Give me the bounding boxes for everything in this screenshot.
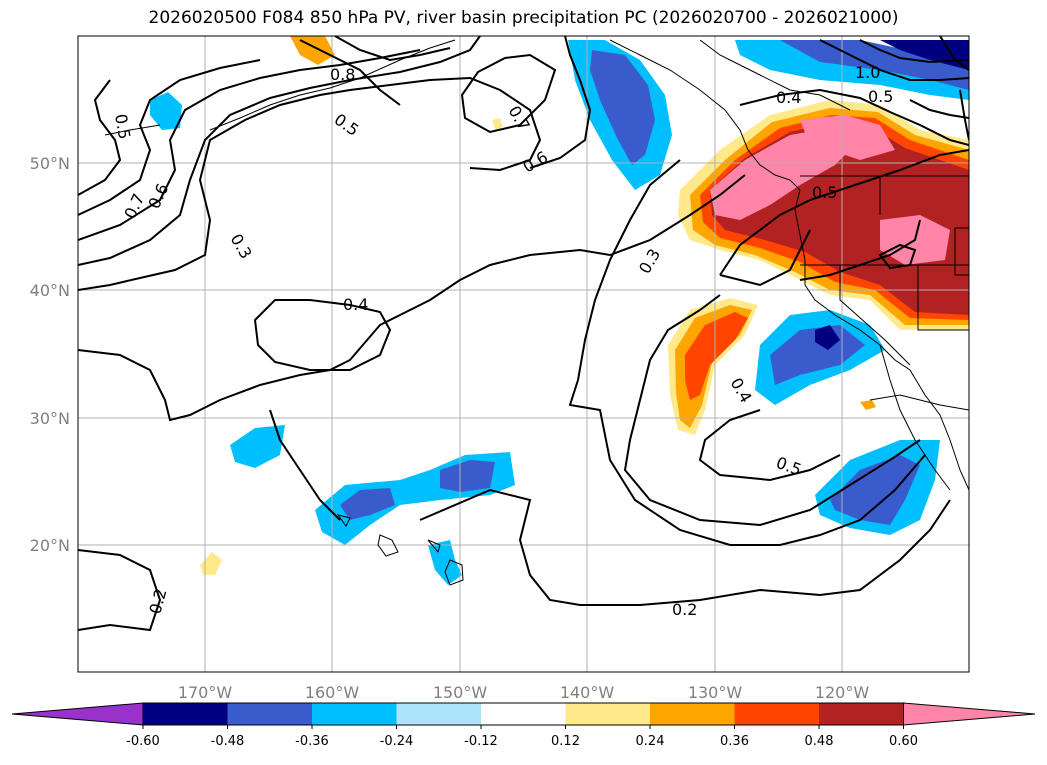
- graticule: [78, 36, 969, 672]
- colorbar: -0.60 -0.48 -0.36 -0.24 -0.12 0.12 0.24 0.36 0.4…: [11, 702, 1036, 749]
- contour-label: 1.0: [855, 63, 880, 82]
- colorbar-segment: [481, 703, 566, 725]
- colorbar-segment: [734, 703, 819, 725]
- contour-label: 0.5: [812, 183, 837, 202]
- colorbar-segment: [650, 703, 735, 725]
- longitude-labels: 170°W 160°W 150°W 140°W 130°W 120°W: [178, 683, 870, 702]
- map-title: 2026020500 F084 850 hPa PV, river basin …: [148, 8, 899, 28]
- lon-label: 140°W: [560, 683, 615, 702]
- colorbar-tick-label: 0.12: [551, 734, 580, 749]
- lat-label: 50°N: [30, 154, 70, 173]
- contour-label: 0.4: [343, 295, 368, 314]
- lat-label: 30°N: [30, 409, 70, 428]
- contour-label: 0.5: [111, 112, 134, 140]
- pv-contours: [78, 36, 969, 632]
- contour-labels: 0.5 0.7 0.6 0.3 0.8 0.5 0.7 0.6 0.4 0.5 …: [111, 63, 893, 619]
- lon-label: 160°W: [305, 683, 360, 702]
- map-frame: [77, 35, 970, 673]
- colorbar-tick-label: 0.60: [889, 734, 918, 749]
- contour-label: 0.8: [330, 65, 355, 84]
- lat-label: 20°N: [30, 536, 70, 555]
- colorbar-tick-label: 0.36: [720, 734, 749, 749]
- colorbar-tick-label: -0.36: [295, 734, 329, 749]
- lon-label: 130°W: [688, 683, 743, 702]
- colorbar-extend-max: [903, 702, 1036, 726]
- colorbar-segment: [565, 703, 650, 725]
- lat-label: 40°N: [30, 281, 70, 300]
- latitude-labels: 50°N 40°N 30°N 20°N: [30, 154, 70, 555]
- colorbar-tick-label: -0.12: [464, 734, 498, 749]
- colorbar-tick-label: -0.48: [211, 734, 245, 749]
- colorbar-tick-label: 0.24: [636, 734, 665, 749]
- colorbar-tick-label: -0.60: [126, 734, 160, 749]
- state-borders: [800, 175, 969, 411]
- lon-label: 120°W: [815, 683, 870, 702]
- colorbar-segment: [396, 703, 481, 725]
- negative-precip-shading: [150, 40, 969, 585]
- colorbar-segment: [819, 703, 904, 725]
- colorbar-segment: [227, 703, 312, 725]
- colorbar-outline: [142, 702, 904, 726]
- map-plot-area: 0.5 0.7 0.6 0.3 0.8 0.5 0.7 0.6 0.4 0.5 …: [78, 36, 969, 672]
- lon-label: 150°W: [433, 683, 488, 702]
- contour-label: 0.5: [868, 87, 893, 106]
- coastlines: [104, 39, 969, 586]
- contour-label: 0.4: [776, 88, 801, 107]
- colorbar-tick-label: 0.48: [805, 734, 834, 749]
- colorbar-segment: [312, 703, 397, 725]
- colorbar-extend-min: [11, 702, 144, 726]
- colorbar-tick-label: -0.24: [380, 734, 414, 749]
- lon-label: 170°W: [178, 683, 233, 702]
- colorbar-segment: [143, 703, 228, 725]
- contour-label: 0.2: [672, 600, 697, 619]
